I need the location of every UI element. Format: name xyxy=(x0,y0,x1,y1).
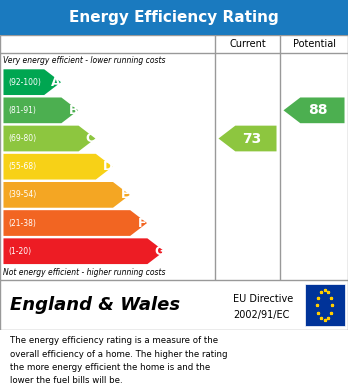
Text: (69-80): (69-80) xyxy=(9,134,37,143)
Text: Very energy efficient - lower running costs: Very energy efficient - lower running co… xyxy=(3,56,166,65)
Text: G: G xyxy=(154,245,164,258)
Text: (39-54): (39-54) xyxy=(9,190,37,199)
Text: (55-68): (55-68) xyxy=(9,162,37,171)
Text: overall efficiency of a home. The higher the rating: overall efficiency of a home. The higher… xyxy=(10,350,228,359)
Text: (1-20): (1-20) xyxy=(9,247,32,256)
Polygon shape xyxy=(284,97,345,123)
Polygon shape xyxy=(3,69,61,95)
Text: (92-100): (92-100) xyxy=(9,78,41,87)
Text: lower the fuel bills will be.: lower the fuel bills will be. xyxy=(10,377,123,386)
Text: Potential: Potential xyxy=(293,39,335,49)
Text: 2002/91/EC: 2002/91/EC xyxy=(233,310,290,320)
Polygon shape xyxy=(3,210,147,236)
Text: F: F xyxy=(138,217,146,230)
Text: Not energy efficient - higher running costs: Not energy efficient - higher running co… xyxy=(3,268,166,277)
Text: E: E xyxy=(120,188,129,201)
Polygon shape xyxy=(3,182,130,208)
Text: Current: Current xyxy=(229,39,266,49)
Text: 73: 73 xyxy=(242,131,261,145)
Text: A: A xyxy=(51,76,61,89)
Text: (81-91): (81-91) xyxy=(9,106,37,115)
Text: the more energy efficient the home is and the: the more energy efficient the home is an… xyxy=(10,363,211,372)
Text: D: D xyxy=(102,160,113,173)
Text: England & Wales: England & Wales xyxy=(10,296,181,314)
Text: 88: 88 xyxy=(308,103,328,117)
Text: EU Directive: EU Directive xyxy=(233,294,293,304)
Polygon shape xyxy=(3,154,113,179)
Text: Energy Efficiency Rating: Energy Efficiency Rating xyxy=(69,10,279,25)
Polygon shape xyxy=(219,126,277,151)
Polygon shape xyxy=(3,126,95,151)
Text: (21-38): (21-38) xyxy=(9,219,37,228)
Polygon shape xyxy=(3,97,78,123)
Text: C: C xyxy=(86,132,95,145)
Text: B: B xyxy=(69,104,78,117)
Text: The energy efficiency rating is a measure of the: The energy efficiency rating is a measur… xyxy=(10,336,219,345)
Bar xyxy=(304,284,345,326)
Polygon shape xyxy=(3,239,164,264)
